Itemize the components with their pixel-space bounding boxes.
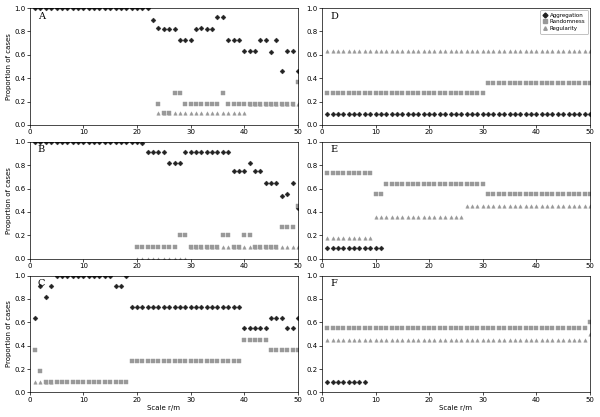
X-axis label: Scale r/m: Scale r/m [439,405,472,412]
Text: B: B [38,145,45,154]
Text: F: F [330,279,337,288]
Text: D: D [330,12,338,20]
Y-axis label: Proportion of cases: Proportion of cases [5,167,11,234]
Text: C: C [38,279,45,288]
Y-axis label: Proportion of cases: Proportion of cases [5,301,11,367]
Text: E: E [330,145,337,154]
Y-axis label: Proportion of cases: Proportion of cases [5,33,11,100]
X-axis label: Scale r/m: Scale r/m [148,405,181,412]
Legend: Aggregation, Randomness, Regularity: Aggregation, Randomness, Regularity [541,10,589,34]
Text: A: A [38,12,45,20]
